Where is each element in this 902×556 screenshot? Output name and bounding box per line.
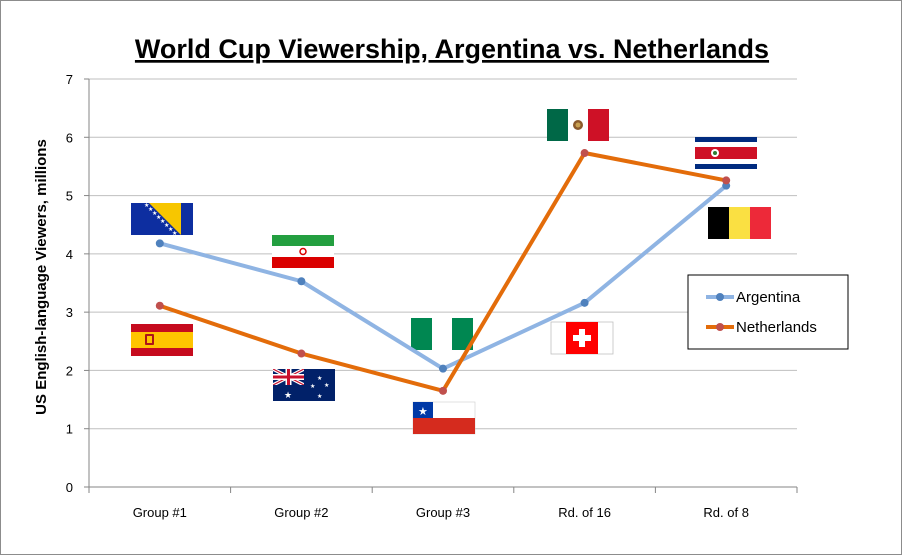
y-axis-ticks: 0 1 2 3 4 5 6 7 bbox=[66, 72, 90, 495]
svg-text:★: ★ bbox=[284, 391, 292, 401]
svg-text:★: ★ bbox=[160, 218, 165, 225]
legend-item-netherlands: Netherlands bbox=[706, 319, 817, 336]
legend-item-argentina: Argentina bbox=[706, 289, 801, 306]
svg-text:★: ★ bbox=[310, 383, 315, 390]
data-point-netherlands-group-1 bbox=[155, 301, 164, 310]
data-point-argentina-group-2 bbox=[297, 277, 306, 286]
series-line-netherlands bbox=[157, 151, 729, 393]
y-tick-label-1: 1 bbox=[66, 422, 73, 437]
x-tick-label-rd-of-8: Rd. of 8 bbox=[703, 505, 749, 520]
y-axis-label: US English-language Viewers, millions bbox=[33, 139, 50, 415]
svg-text:★: ★ bbox=[317, 393, 322, 400]
svg-text:★: ★ bbox=[172, 230, 177, 237]
svg-text:★: ★ bbox=[156, 214, 161, 221]
flag-spain-icon bbox=[131, 324, 193, 356]
x-tick-label-rd-of-16: Rd. of 16 bbox=[558, 505, 611, 520]
flag-costa-rica-icon bbox=[695, 137, 757, 169]
legend-marker-argentina bbox=[716, 293, 724, 301]
svg-text:★: ★ bbox=[152, 210, 157, 217]
flag-mexico-icon bbox=[547, 109, 609, 141]
svg-text:★: ★ bbox=[144, 202, 149, 209]
legend-marker-netherlands bbox=[716, 323, 724, 331]
chart-title: World Cup Viewership, Argentina vs. Neth… bbox=[135, 34, 769, 64]
data-point-argentina-group-3 bbox=[439, 364, 447, 373]
flag-australia-icon: ★ ★ ★ ★ ★ bbox=[273, 369, 335, 401]
data-point-netherlands-group-3 bbox=[439, 386, 447, 395]
flag-bosnia-icon: ★★★ ★★★ ★★ bbox=[131, 202, 193, 237]
svg-text:★: ★ bbox=[164, 222, 169, 229]
data-point-argentina-group-1 bbox=[155, 239, 164, 248]
svg-text:★: ★ bbox=[317, 375, 322, 382]
series-lines bbox=[157, 151, 729, 393]
x-axis: Group #1 Group #2 Group #3 Rd. of 16 Rd. of … bbox=[88, 487, 798, 520]
y-tick-label-0: 0 bbox=[66, 480, 73, 495]
svg-text:★: ★ bbox=[168, 226, 173, 233]
svg-text:★: ★ bbox=[418, 405, 428, 418]
y-tick-label-7: 7 bbox=[66, 72, 73, 87]
y-tick-label-2: 2 bbox=[66, 363, 73, 378]
data-point-netherlands-rd-of-8 bbox=[722, 176, 731, 185]
legend-label-argentina: Argentina bbox=[736, 289, 801, 306]
flag-nigeria-icon bbox=[411, 318, 473, 350]
y-tick-label-6: 6 bbox=[66, 130, 73, 145]
flag-iran-icon bbox=[272, 235, 334, 268]
x-tick-label-group-3: Group #3 bbox=[416, 505, 470, 520]
y-tick-label-4: 4 bbox=[66, 247, 73, 262]
svg-text:★: ★ bbox=[324, 382, 329, 389]
series-markers bbox=[155, 149, 731, 395]
x-tick-label-group-1: Group #1 bbox=[133, 505, 187, 520]
y-tick-label-3: 3 bbox=[66, 305, 73, 320]
flag-chile-icon: ★ bbox=[412, 401, 476, 435]
x-tick-label-group-2: Group #2 bbox=[274, 505, 328, 520]
legend: Argentina Netherlands bbox=[687, 274, 849, 350]
flag-switzerland-icon bbox=[550, 321, 614, 355]
svg-text:★: ★ bbox=[148, 206, 153, 213]
data-point-netherlands-group-2 bbox=[297, 349, 306, 358]
data-point-argentina-rd-of-16 bbox=[580, 298, 589, 307]
y-tick-label-5: 5 bbox=[66, 189, 73, 204]
data-point-netherlands-rd-of-16 bbox=[580, 149, 589, 158]
legend-label-netherlands: Netherlands bbox=[736, 319, 817, 336]
flag-belgium-icon bbox=[708, 207, 771, 239]
opponent-flags: ★★★ ★★★ ★★ bbox=[131, 109, 771, 435]
